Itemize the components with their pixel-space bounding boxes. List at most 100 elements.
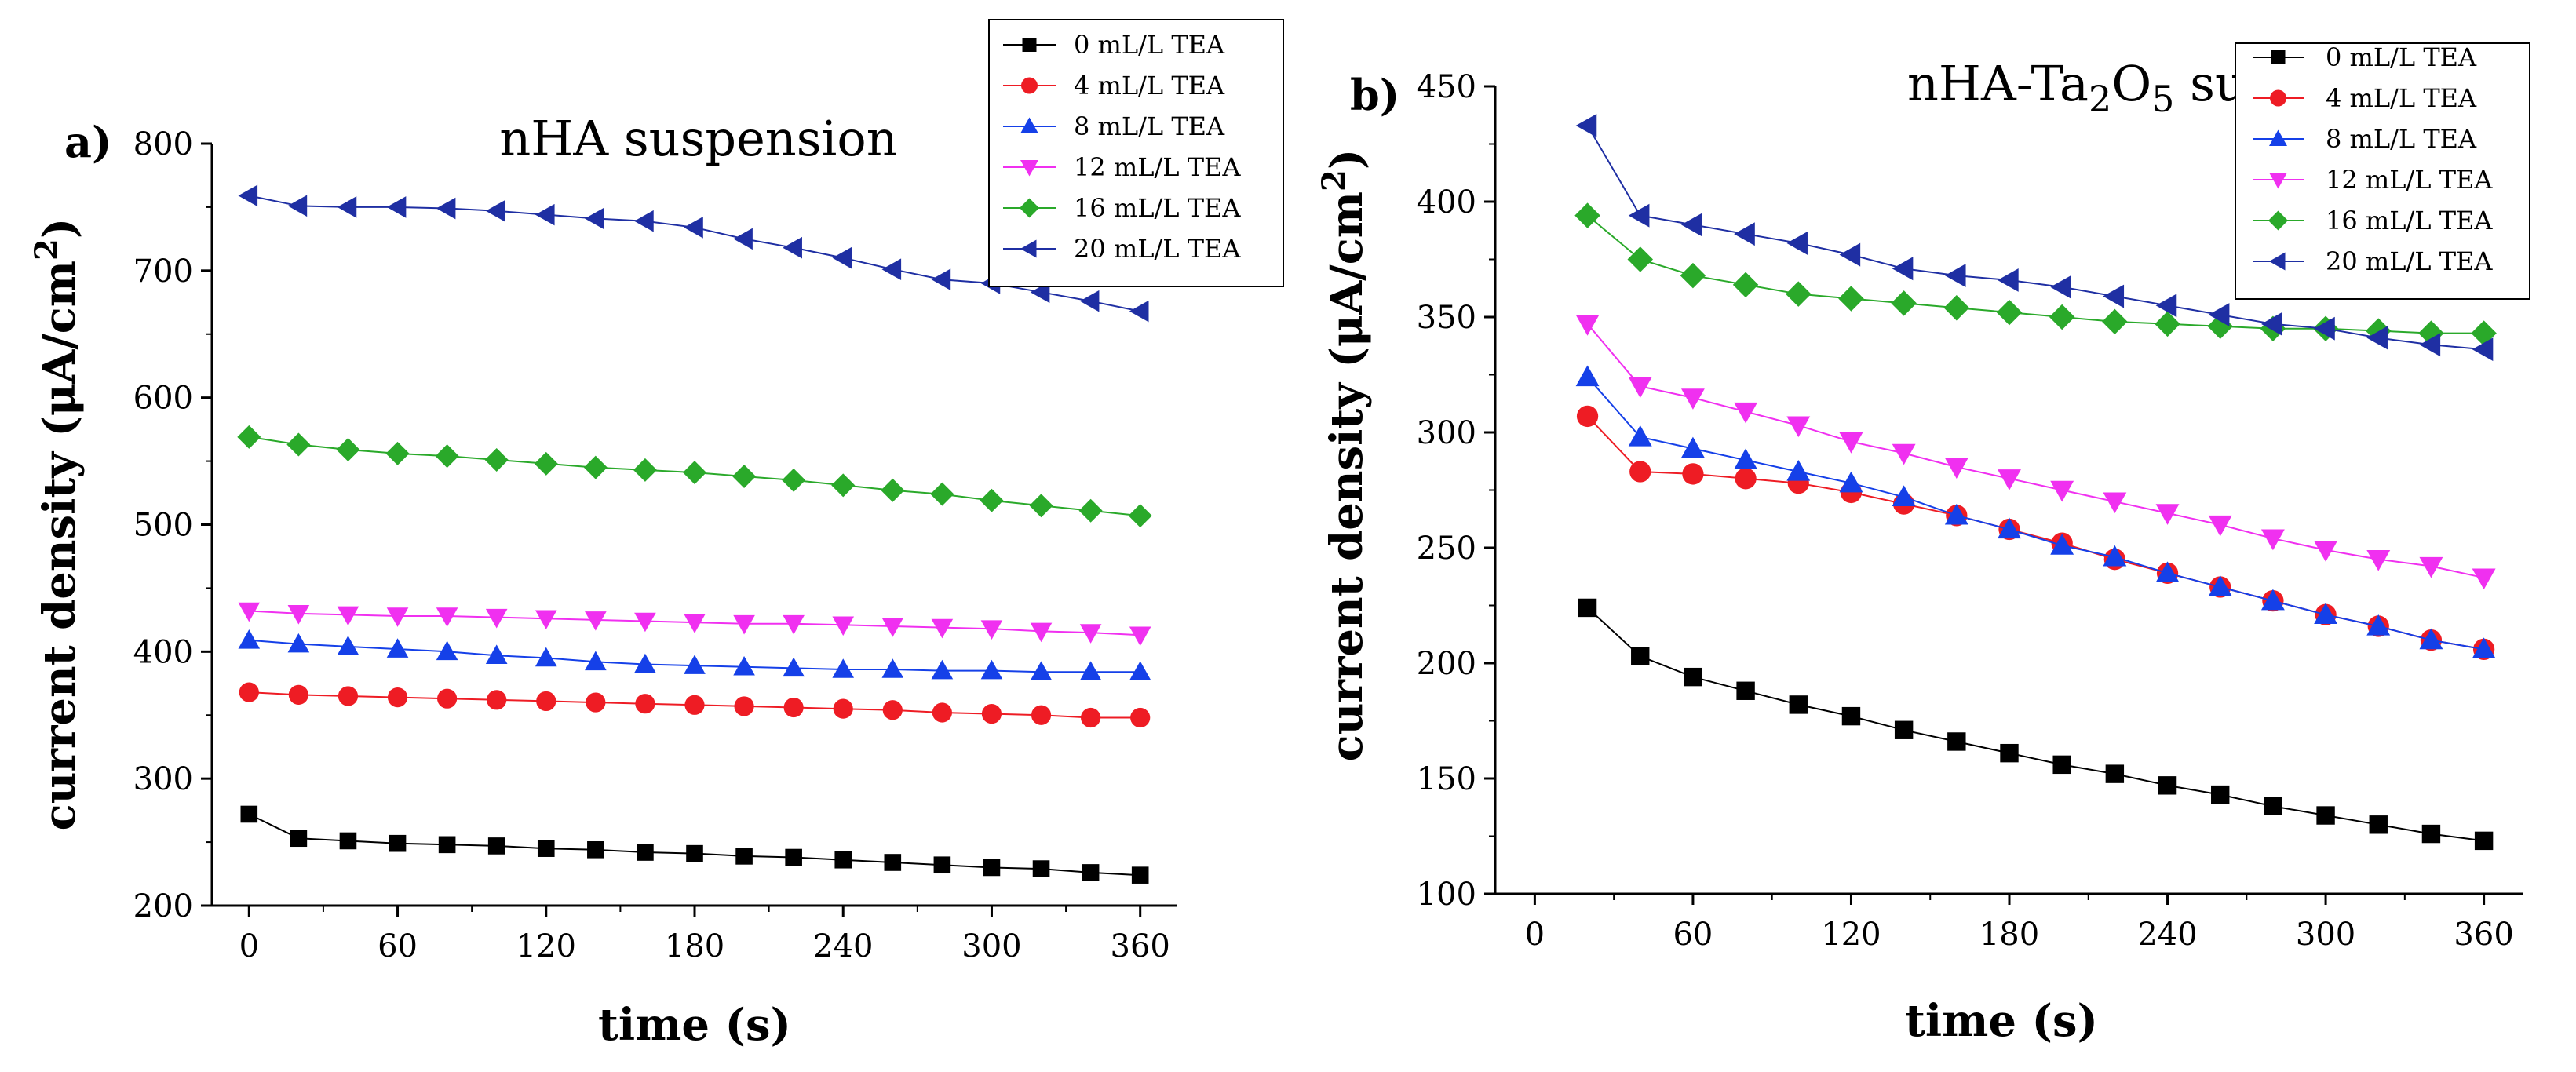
data-point: [1786, 460, 1811, 481]
data-point: [385, 441, 410, 465]
data-point: [2260, 529, 2285, 551]
data-point: [635, 694, 655, 714]
data-point: [485, 608, 508, 629]
data-point: [485, 644, 508, 664]
data-point: [238, 629, 261, 649]
y-axis-label: current density (μA/cm2): [28, 218, 86, 831]
data-point: [1030, 622, 1053, 643]
series-4: [238, 602, 1151, 647]
data-point: [783, 614, 805, 635]
data-point: [2155, 294, 2177, 318]
data-point: [2155, 504, 2180, 525]
data-point: [1838, 286, 1864, 312]
y-tick-label: 150: [1417, 761, 1476, 797]
data-point: [684, 695, 705, 715]
data-point: [2050, 534, 2074, 555]
data-point: [1081, 707, 1101, 728]
data-point: [1031, 705, 1052, 725]
data-point: [386, 638, 409, 658]
data-point: [1839, 242, 1861, 267]
data-point: [1943, 294, 1970, 321]
data-point: [238, 184, 258, 207]
x-axis-label: time (s): [1905, 995, 2098, 1047]
data-point: [1079, 290, 1100, 312]
data-point: [980, 659, 1003, 680]
data-point: [930, 482, 954, 506]
data-point: [2419, 556, 2443, 578]
data-point: [831, 473, 856, 498]
data-point: [337, 196, 357, 218]
data-point: [1892, 443, 1916, 465]
panel-label: b): [1350, 70, 1399, 120]
data-point: [1947, 732, 1966, 751]
legend-marker: [2270, 89, 2286, 107]
data-point: [287, 195, 308, 217]
data-point: [436, 640, 458, 661]
series-3: [1575, 365, 2496, 659]
data-point: [585, 207, 604, 230]
data-point: [339, 832, 357, 850]
data-point: [833, 698, 853, 719]
series-2: [239, 682, 1151, 728]
y-tick-label: 400: [133, 634, 193, 670]
data-point: [484, 447, 509, 472]
data-point: [881, 618, 904, 637]
data-point: [1575, 365, 1600, 387]
x-tick-label: 60: [1673, 917, 1713, 953]
data-point: [1032, 860, 1050, 877]
data-point: [287, 633, 310, 653]
data-point: [881, 658, 904, 678]
legend-marker: [1022, 38, 1037, 52]
y-tick-label: 450: [1417, 69, 1476, 105]
legend-marker: [2268, 210, 2288, 231]
data-point: [2421, 824, 2441, 844]
data-point: [2102, 308, 2128, 335]
data-point: [288, 684, 308, 705]
data-point: [1627, 246, 1653, 272]
data-point: [932, 702, 952, 723]
legend-label: 16 mL/L TEA: [2326, 206, 2493, 235]
data-point: [1680, 436, 1705, 458]
data-point: [240, 805, 258, 823]
data-point: [2264, 797, 2282, 815]
data-point: [338, 686, 359, 706]
data-point: [583, 455, 608, 479]
data-point: [534, 451, 558, 476]
data-point: [2208, 303, 2230, 327]
data-point: [834, 851, 852, 869]
data-point: [2105, 764, 2125, 783]
data-point: [1944, 264, 1966, 288]
data-point: [637, 844, 654, 861]
data-point: [2419, 628, 2443, 650]
data-point: [882, 700, 903, 720]
y-axis-label-end: ): [34, 218, 86, 239]
data-point: [389, 834, 407, 852]
chart-panel-a: 200 300 400 500 600 700 800 0 60 120 180 240 300 360 t…: [28, 19, 1284, 1051]
legend-marker: [1020, 239, 1037, 258]
data-point: [1578, 598, 1597, 618]
x-tick-label: 300: [2296, 917, 2355, 953]
y-tick-label: 500: [133, 508, 193, 544]
data-point: [1629, 461, 1651, 483]
legend-marker: [1020, 160, 1038, 177]
data-point: [1128, 504, 1152, 528]
y-tick-label: 300: [1417, 415, 1476, 451]
data-point: [686, 844, 703, 862]
chart-panel-b: 100 150 200 250 300 350 400 450 0 60 120 180 240 300 3…: [1315, 42, 2530, 1047]
data-point: [2316, 806, 2335, 825]
data-point: [783, 236, 802, 259]
data-point: [1129, 300, 1149, 323]
data-point: [336, 438, 360, 462]
data-point: [1682, 463, 1704, 485]
series-6: [1575, 114, 2494, 362]
data-point: [1574, 202, 1600, 228]
data-point: [1129, 626, 1151, 647]
data-point: [436, 197, 456, 220]
data-point: [290, 830, 308, 848]
data-point: [634, 210, 654, 232]
legend-label: 0 mL/L TEA: [1074, 30, 1225, 60]
legend-item: 0 mL/L TEA: [1003, 30, 1225, 60]
legend-label: 4 mL/L TEA: [1074, 71, 1225, 100]
legend-item: 20 mL/L TEA: [1003, 234, 1241, 264]
legend-marker: [1020, 117, 1038, 133]
